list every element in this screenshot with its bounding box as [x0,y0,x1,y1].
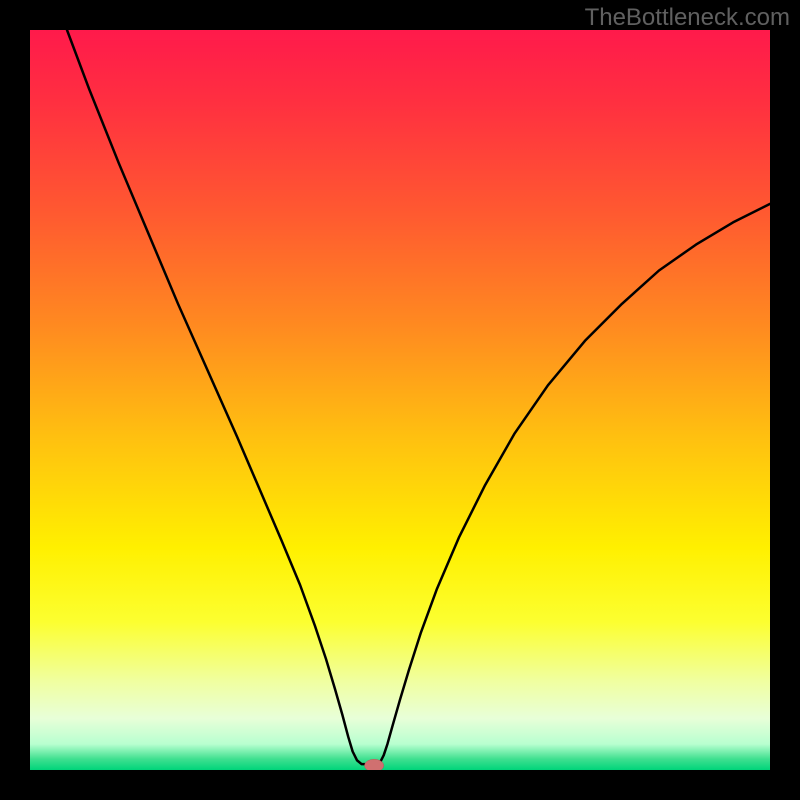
chart-root: { "watermark": { "text": "TheBottleneck.… [0,0,800,800]
optimal-marker [364,759,383,772]
chart-svg [0,0,800,800]
plot-background [30,30,770,770]
watermark-text: TheBottleneck.com [585,4,790,32]
